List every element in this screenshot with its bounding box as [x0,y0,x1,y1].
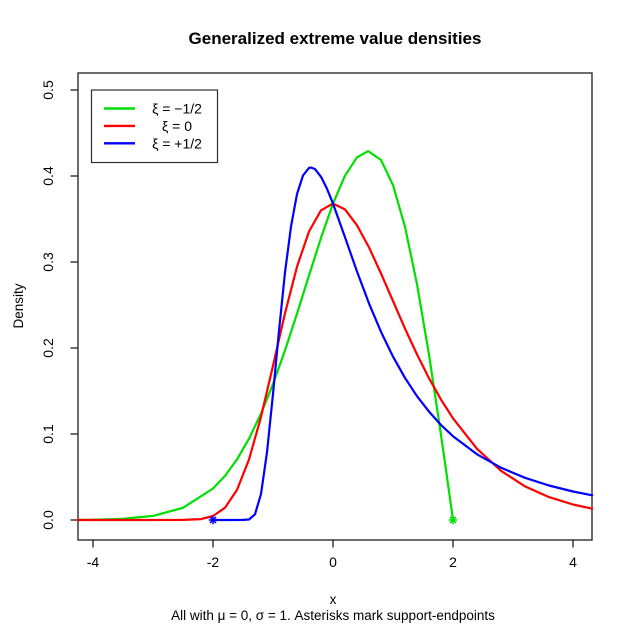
x-axis-title: x [330,592,337,607]
asterisk-ray [449,516,457,524]
density-curve [76,150,455,522]
legend-label: ξ = +1/2 [152,135,202,151]
y-tick-label: 0.1 [40,424,56,444]
legend-rows: ξ = −1/2ξ = 0ξ = +1/2 [104,101,202,151]
support-endpoint-markers [208,515,458,525]
y-tick-label: 0.0 [40,510,56,530]
density-curve [76,202,594,522]
x-tick-label: 2 [449,554,457,570]
x-tick-label: -2 [207,554,220,570]
density-curves [76,150,594,522]
legend: ξ = −1/2ξ = 0ξ = +1/2 [90,89,219,164]
plot-title: Generalized extreme value densities [189,29,482,48]
y-axis-title: Density [11,283,26,328]
plot-box [77,72,593,541]
axes: -4 -2 0 2 4 0.0 0.1 0.2 0.3 0.4 0.5 [40,80,577,570]
y-tick-label: 0.4 [40,166,56,186]
density-curve [211,166,594,522]
plot-subtitle: All with μ = 0, σ = 1. Asterisks mark su… [171,608,495,623]
y-tick-label: 0.2 [40,338,56,358]
y-tick-label: 0.5 [40,80,56,100]
legend-label: ξ = 0 [162,118,192,134]
asterisk-marker [208,515,218,525]
x-tick-label: 0 [329,554,337,570]
x-tick-label: -4 [87,554,100,570]
y-tick-label: 0.3 [40,252,56,272]
legend-label: ξ = −1/2 [152,101,202,117]
x-tick-label: 4 [569,554,577,570]
asterisk-ray [209,516,217,524]
asterisk-marker [448,515,458,525]
